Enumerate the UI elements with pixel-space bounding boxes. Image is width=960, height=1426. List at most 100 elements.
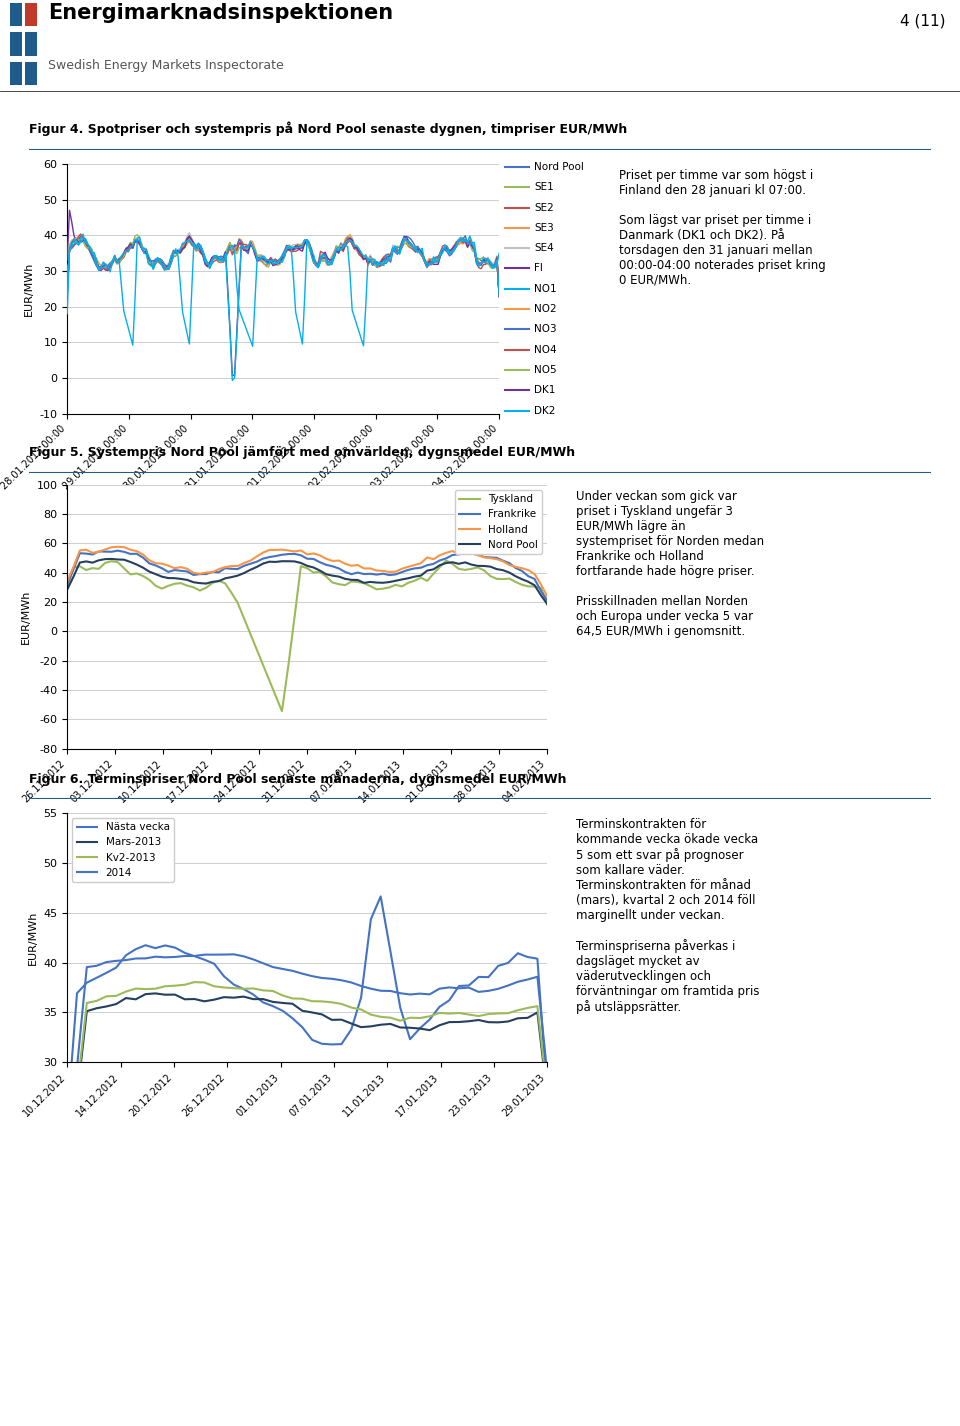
Kv2-2013 [414, 1010, 425, 1027]
Holland [226, 558, 237, 575]
Nord Pool [276, 553, 288, 570]
Kv2-2013 [492, 1005, 504, 1022]
Frankrike [61, 576, 73, 593]
Y-axis label: EUR/MWh: EUR/MWh [21, 589, 31, 645]
2014 [159, 948, 171, 965]
Mars-2013 [424, 1021, 436, 1038]
Nord Pool [541, 596, 553, 613]
Mars-2013 [248, 991, 259, 1008]
Mars-2013 [297, 1002, 308, 1020]
Text: NO4: NO4 [534, 345, 557, 355]
Text: DK2: DK2 [534, 405, 555, 415]
Nord Pool [162, 569, 174, 586]
2014 [434, 980, 445, 997]
Mars-2013 [473, 1011, 485, 1028]
Nästa vecka [276, 1002, 288, 1020]
Nästa vecka [375, 888, 387, 906]
2014 [150, 948, 161, 965]
Frankrike [264, 549, 276, 566]
Kv2-2013 [483, 1005, 494, 1022]
2014 [541, 1065, 553, 1082]
Mars-2013 [101, 998, 112, 1015]
Mars-2013 [276, 994, 288, 1011]
Line: Kv2-2013: Kv2-2013 [67, 983, 547, 1182]
Line: Mars-2013: Mars-2013 [67, 994, 547, 1188]
Nästa vecka [208, 955, 220, 973]
Mars-2013 [130, 991, 141, 1008]
2014 [179, 947, 190, 964]
Mars-2013 [414, 1020, 425, 1037]
Kv2-2013 [61, 1174, 73, 1191]
Kv2-2013 [81, 994, 92, 1011]
Nästa vecka [101, 964, 112, 981]
Nästa vecka [463, 977, 474, 994]
Mars-2013 [238, 988, 250, 1005]
2014 [267, 958, 278, 975]
Tyskland [219, 575, 230, 592]
Frankrike [162, 563, 174, 580]
Kv2-2013 [189, 974, 201, 991]
Bar [10, 33, 22, 56]
Tyskland [270, 687, 281, 704]
Kv2-2013 [120, 983, 132, 1000]
Line: Frankrike: Frankrike [67, 550, 547, 600]
Tyskland [156, 580, 168, 597]
Kv2-2013 [297, 990, 308, 1007]
Nästa vecka [483, 968, 494, 985]
Text: Priset per timme var som högst i
Finland den 28 januari kl 07:00.

Som lägst var: Priset per timme var som högst i Finland… [619, 170, 826, 287]
Kv2-2013 [159, 978, 171, 995]
2014 [492, 980, 504, 997]
2014 [346, 974, 357, 991]
Frankrike [276, 546, 288, 563]
Text: 4 (11): 4 (11) [900, 14, 946, 29]
Mars-2013 [228, 990, 239, 1007]
Bar [25, 33, 37, 56]
Text: SE1: SE1 [534, 183, 554, 193]
2014 [473, 984, 485, 1001]
Nästa vecka [424, 1011, 436, 1028]
Kv2-2013 [453, 1004, 465, 1021]
Kv2-2013 [91, 992, 103, 1010]
Kv2-2013 [404, 1010, 416, 1027]
Mars-2013 [287, 995, 299, 1012]
Kv2-2013 [532, 998, 543, 1015]
Tyskland [226, 585, 237, 602]
Text: Energimarknadsinspektionen: Energimarknadsinspektionen [48, 3, 394, 23]
Nästa vecka [385, 943, 396, 960]
Kv2-2013 [473, 1008, 485, 1025]
Mars-2013 [355, 1018, 367, 1035]
Nästa vecka [61, 1112, 73, 1129]
Kv2-2013 [199, 974, 210, 991]
Text: NO5: NO5 [534, 365, 557, 375]
Nästa vecka [228, 975, 239, 992]
Mars-2013 [346, 1015, 357, 1032]
Nästa vecka [522, 948, 534, 965]
Kv2-2013 [336, 995, 348, 1012]
Text: Figur 6. Terminspriser Nord Pool senaste månaderna, dygnsmedel EUR/MWh: Figur 6. Terminspriser Nord Pool senaste… [29, 771, 566, 786]
2014 [101, 954, 112, 971]
2014 [169, 948, 180, 965]
Frankrike [232, 560, 244, 578]
Frankrike [333, 560, 345, 578]
Mars-2013 [199, 992, 210, 1010]
Text: Nord Pool: Nord Pool [534, 163, 584, 173]
Kv2-2013 [238, 980, 250, 997]
Mars-2013 [120, 990, 132, 1007]
Kv2-2013 [395, 1012, 406, 1030]
2014 [316, 970, 327, 987]
Nästa vecka [453, 977, 465, 994]
Mars-2013 [189, 991, 201, 1008]
Legend: Tyskland, Frankrike, Holland, Nord Pool: Tyskland, Frankrike, Holland, Nord Pool [455, 491, 542, 555]
2014 [218, 945, 229, 963]
Line: Nord Pool: Nord Pool [67, 559, 547, 605]
Legend: Nästa vecka, Mars-2013, Kv2-2013, 2014: Nästa vecka, Mars-2013, Kv2-2013, 2014 [72, 819, 174, 883]
Text: NO2: NO2 [534, 304, 557, 314]
2014 [61, 1158, 73, 1175]
Nästa vecka [444, 991, 455, 1008]
Nästa vecka [120, 947, 132, 964]
Nästa vecka [532, 950, 543, 967]
Mars-2013 [434, 1017, 445, 1034]
Nästa vecka [336, 1035, 348, 1052]
Mars-2013 [365, 1018, 376, 1035]
Mars-2013 [71, 1089, 83, 1107]
